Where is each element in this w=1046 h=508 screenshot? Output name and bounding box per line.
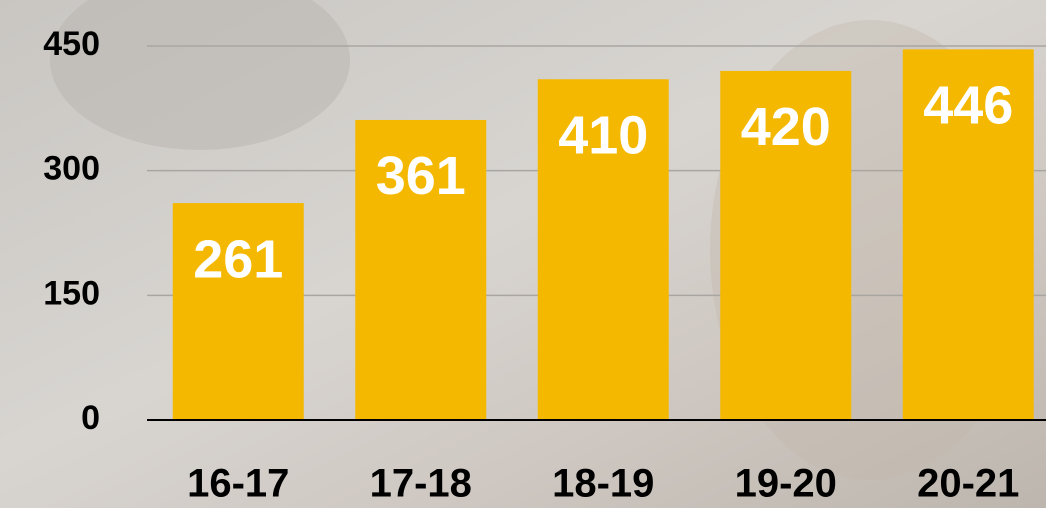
y-tick-label: 300 [43, 150, 100, 188]
bar [902, 49, 1034, 421]
bar [537, 79, 669, 420]
x-tick-label: 17-18 [370, 462, 472, 506]
value-label: 361 [376, 146, 466, 206]
x-tick-label: 19-20 [735, 462, 837, 506]
background-shape [50, 0, 350, 150]
bar [720, 70, 852, 420]
y-tick-label: 150 [43, 274, 100, 312]
value-label: 410 [558, 106, 648, 166]
x-tick-label: 20-21 [917, 462, 1019, 506]
x-tick-label: 18-19 [552, 462, 654, 506]
y-tick-label: 0 [81, 399, 100, 437]
value-label: 261 [193, 229, 283, 289]
y-tick-label: 450 [43, 25, 100, 63]
value-label: 446 [923, 76, 1013, 136]
value-label: 420 [741, 97, 831, 157]
bar [172, 203, 304, 420]
x-tick-label: 16-17 [187, 462, 289, 506]
bar [355, 119, 487, 421]
